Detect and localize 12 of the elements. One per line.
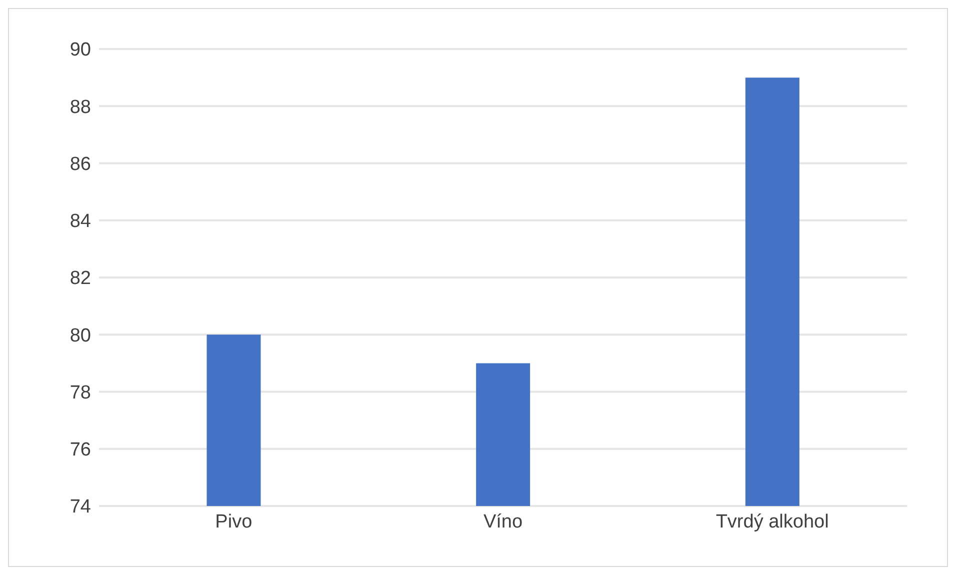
y-tick-label: 82: [70, 268, 91, 290]
y-tick-label: 74: [70, 496, 92, 518]
y-tick-label: 78: [70, 382, 91, 404]
y-tick-label: 80: [70, 325, 91, 346]
x-tick-label: Pivo: [215, 511, 252, 532]
y-tick-label: 84: [70, 211, 92, 232]
x-tick-label: Tvrdý alkohol: [716, 511, 829, 532]
y-tick-label: 88: [70, 96, 91, 118]
y-tick-label: 76: [70, 440, 91, 461]
y-tick-label: 90: [70, 40, 91, 61]
y-tick-label: 86: [70, 154, 91, 175]
x-tick-label: Víno: [483, 511, 523, 532]
